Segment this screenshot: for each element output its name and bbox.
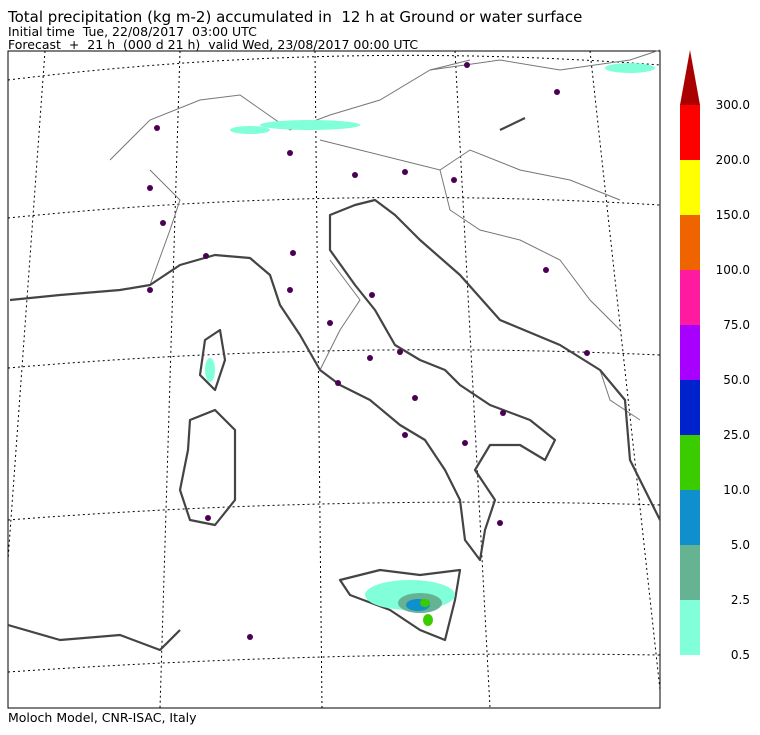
coastlines [7,117,661,652]
colorbar-label: 200.0 [716,153,750,167]
colorbar-label: 75.0 [723,318,750,332]
colorbar-label: 2.5 [731,593,750,607]
precipitation [205,63,655,626]
colorbar-box [680,545,700,600]
title: Total precipitation (kg m-2) accumulated… [7,8,582,26]
colorbar-label: 25.0 [723,428,750,442]
colorbar-label: 10.0 [723,483,750,497]
colorbar-box [680,105,700,160]
cities [147,62,590,640]
colorbar-label: 300.0 [716,98,750,112]
colorbar-box [680,215,700,270]
colorbar-label: 0.5 [731,648,750,662]
map [7,49,661,709]
colorbar-box [680,490,700,545]
initial-time: Initial time Tue, 22/08/2017 03:00 UTC [8,24,257,39]
colorbar-label: 100.0 [716,263,750,277]
colorbar-arrow [680,50,700,105]
colorbar-box [680,380,700,435]
colorbar-label: 5.0 [731,538,750,552]
colorbar-box [680,160,700,215]
footer: Moloch Model, CNR-ISAC, Italy [8,710,197,725]
graticule [7,50,661,709]
colorbar-box [680,325,700,380]
forecast: Forecast + 21 h (000 d 21 h) valid Wed, … [8,37,418,52]
borders [109,49,661,421]
colorbar-box [680,270,700,325]
colorbar-box [680,435,700,490]
colorbar-label: 50.0 [723,373,750,387]
colorbar-box [680,600,700,655]
colorbar: 0.5 2.5 5.0 10.0 25.0 50.0 75.0 100.0 150.0 200.0… [680,50,750,662]
colorbar-label: 150.0 [716,208,750,222]
